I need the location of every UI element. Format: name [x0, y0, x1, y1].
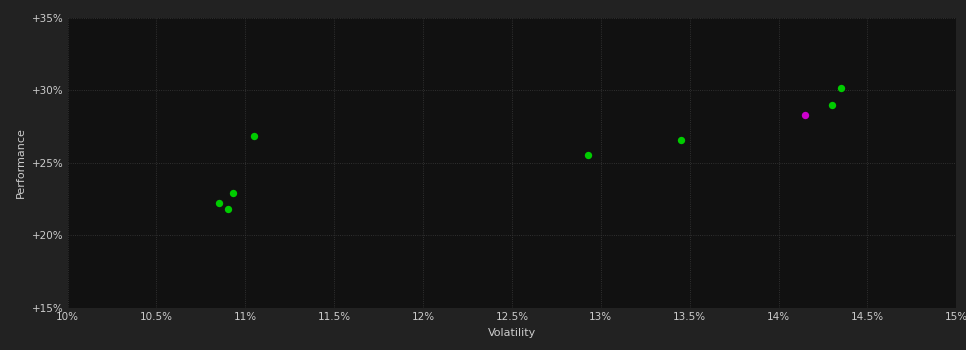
Point	[798, 112, 813, 118]
Point	[246, 133, 262, 139]
Point	[225, 190, 241, 195]
Point	[220, 206, 236, 211]
Y-axis label: Performance: Performance	[16, 127, 26, 198]
Point	[824, 103, 839, 108]
Point	[581, 152, 596, 158]
Point	[673, 138, 689, 143]
Point	[211, 200, 226, 205]
Point	[833, 85, 848, 91]
X-axis label: Volatility: Volatility	[488, 328, 536, 338]
